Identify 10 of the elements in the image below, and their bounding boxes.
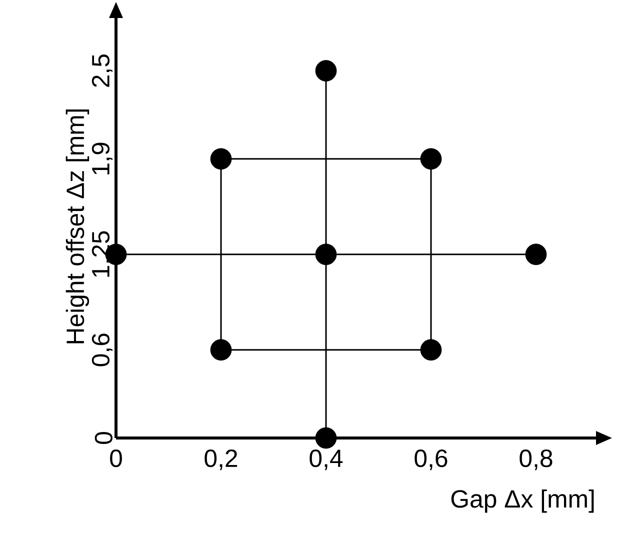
y-tick-label: 1,9 xyxy=(92,142,112,174)
x-tick-label: 0,4 xyxy=(310,450,343,470)
y-axis-title: Height offset Δz [mm] xyxy=(66,109,90,344)
y-tick-label: 0,6 xyxy=(92,334,112,366)
x-tick-label: 0,2 xyxy=(204,450,238,470)
x-tick-label: 0,6 xyxy=(414,450,448,470)
y-tick-label: 2,5 xyxy=(92,54,112,87)
x-tick-label: 0,8 xyxy=(520,450,552,470)
x-axis-title: Gap Δx [mm] xyxy=(451,490,594,513)
y-tick-label: 0 xyxy=(94,432,112,444)
